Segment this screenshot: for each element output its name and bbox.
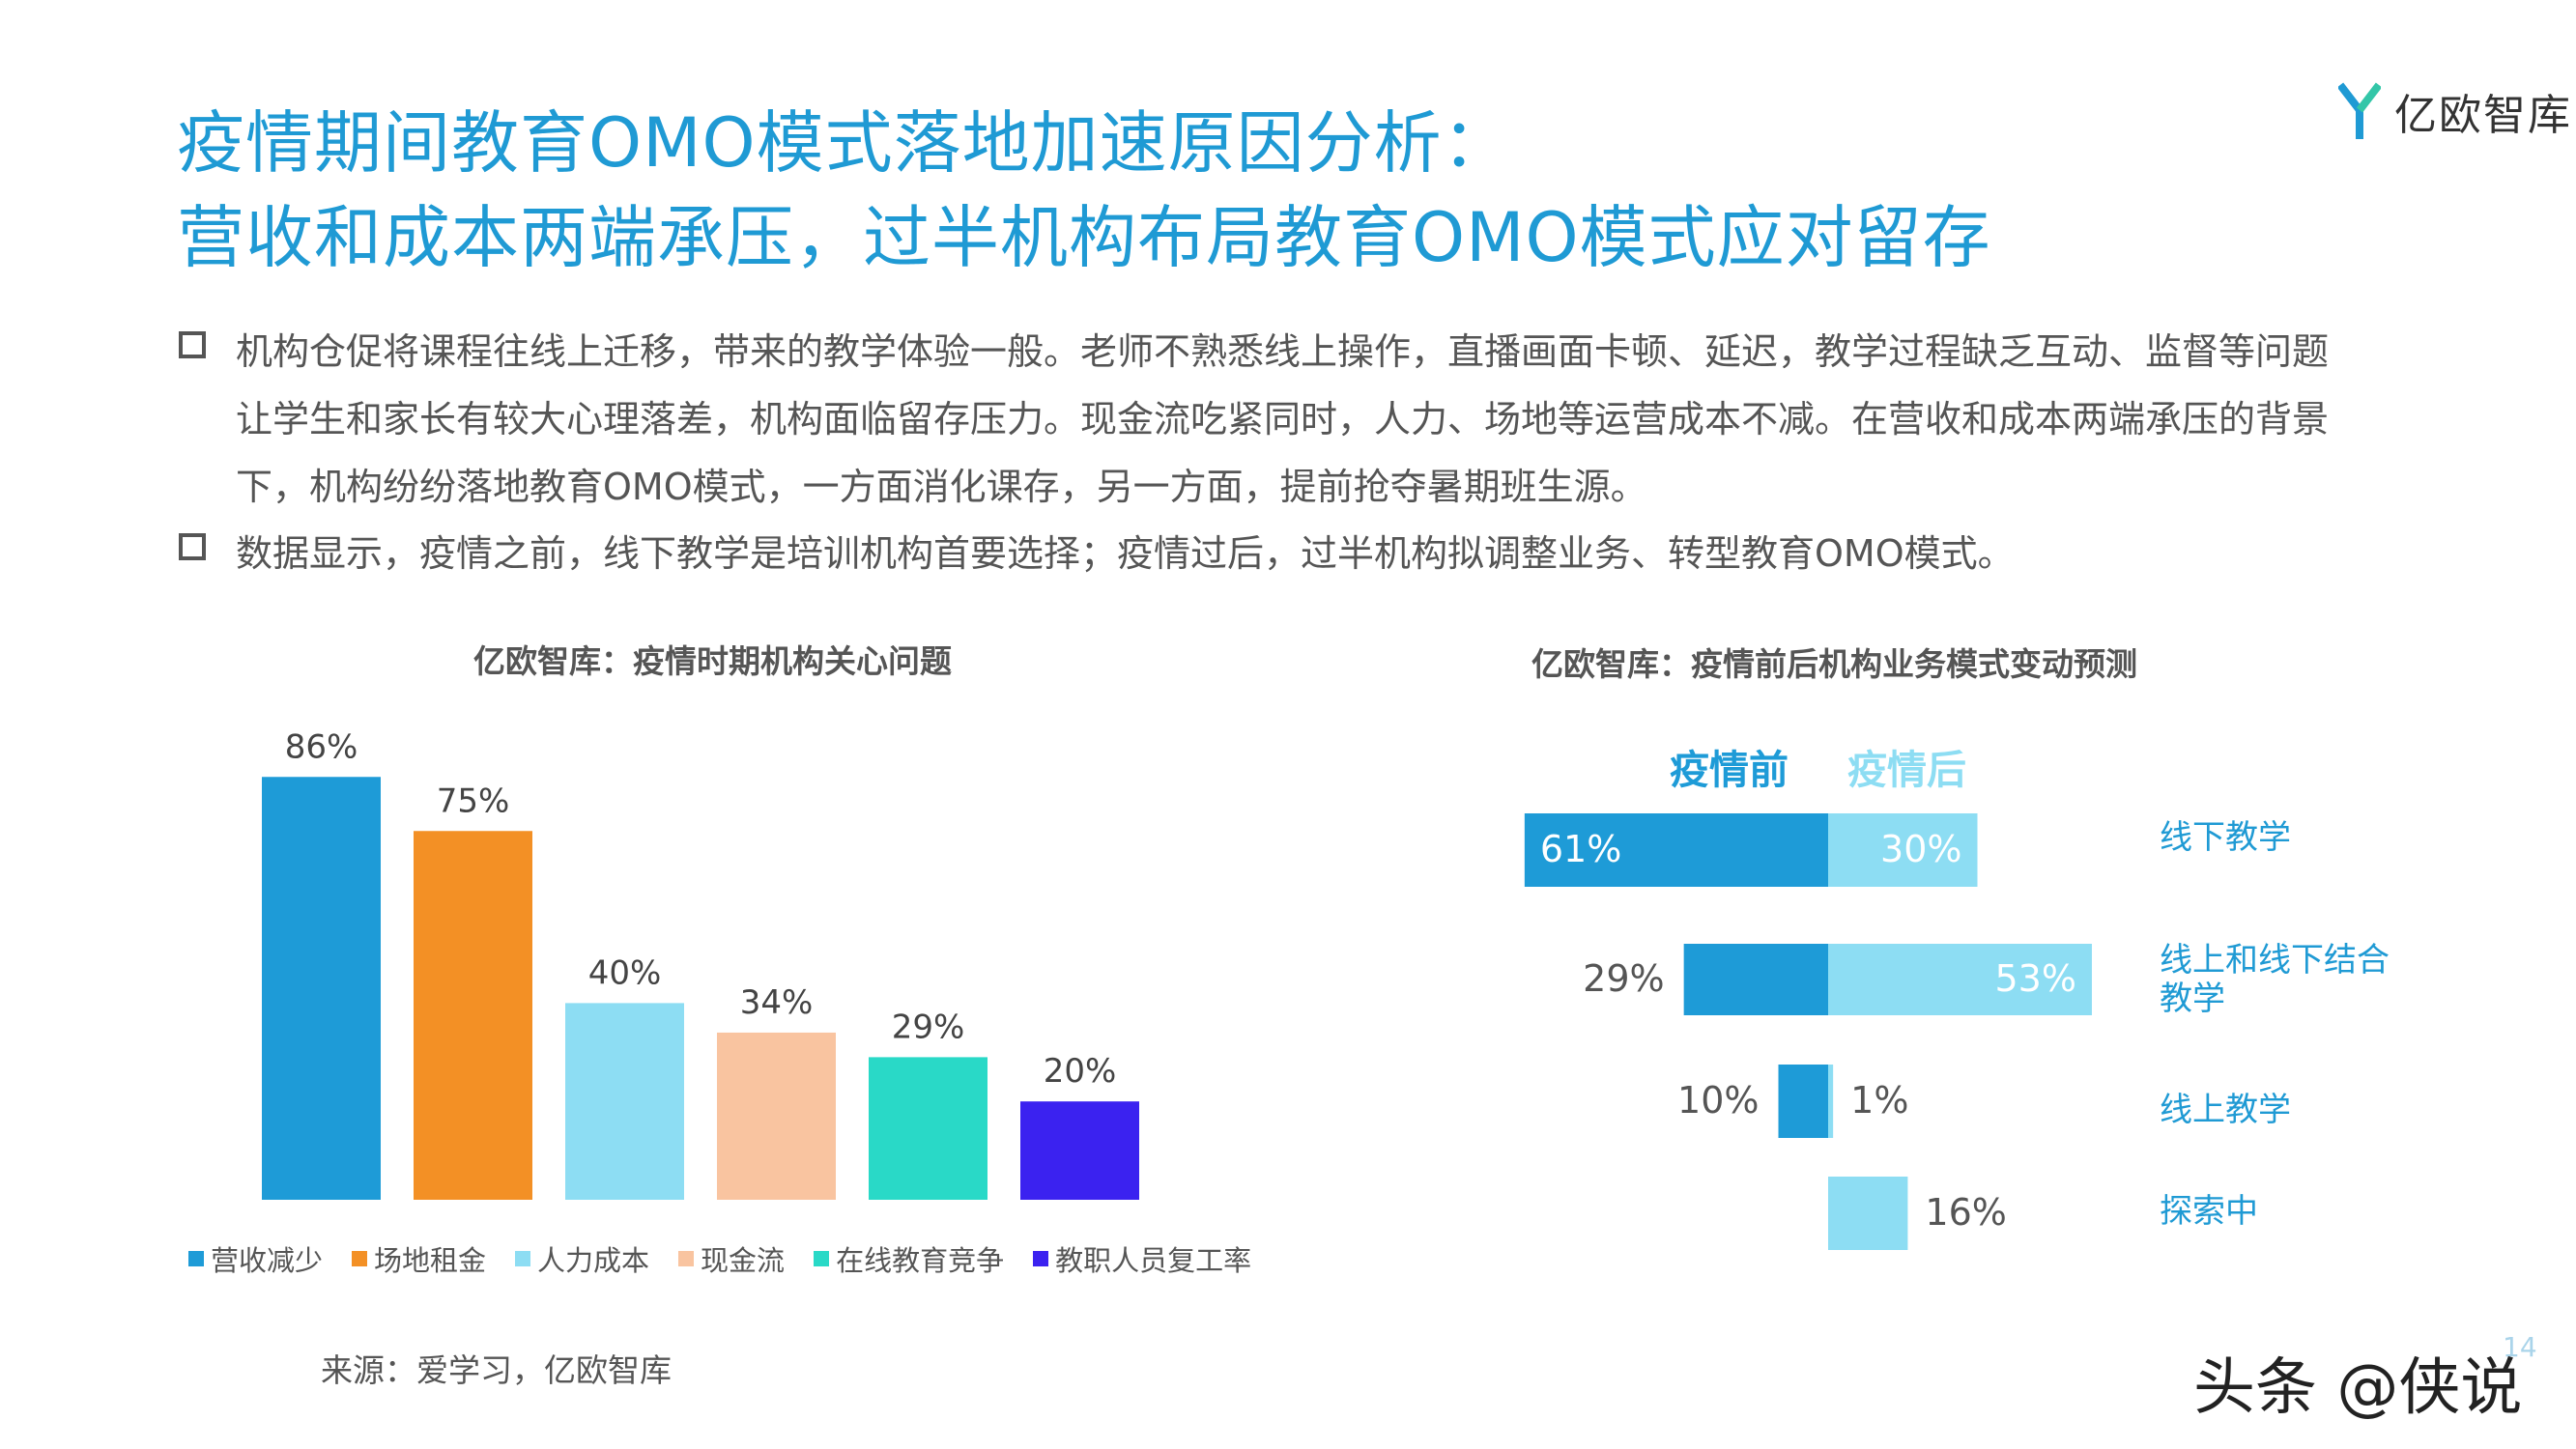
bar <box>414 831 532 1200</box>
legend-swatch <box>678 1251 695 1266</box>
row-label-blended-line-1: 线上和线下结合 <box>2160 941 2390 980</box>
left-bar-chart: 86% 75% 40% 34% 29% 20% <box>262 727 1139 1200</box>
legend-label: 营收减少 <box>211 1244 324 1277</box>
legend-item: 在线教育竞争 <box>814 1238 1004 1279</box>
page-number: 14 <box>2503 1331 2537 1363</box>
row-label-offline: 线下教学 <box>2160 818 2291 857</box>
bar-value-label: 86% <box>285 727 358 766</box>
bar-after <box>1828 813 1978 887</box>
bar-value-label: 40% <box>588 953 662 992</box>
bar-after <box>1828 1177 1908 1250</box>
legend-swatch <box>352 1251 368 1266</box>
series-header-after: 疫情后 <box>1847 747 1966 793</box>
row-label-blended-line-2: 教学 <box>2160 980 2225 1018</box>
bullet-square-icon <box>179 331 206 358</box>
legend-item: 场地租金 <box>352 1238 486 1279</box>
left-chart-legend: 营收减少 场地租金 人力成本 现金流 在线教育竞争 教职人员复工率 <box>188 1238 1280 1279</box>
bar-value-label: 34% <box>740 983 814 1022</box>
bullet-1-line-3: 下，机构纷纷落地教育OMO模式，一方面消化课存，另一方面，提前抢夺暑期班生源。 <box>236 466 1647 508</box>
bar-before-label: 29% <box>1583 957 1664 1000</box>
right-diverging-bar-chart: 61% 30% 29% 53% 10% 1% 16% <box>1524 813 2092 1250</box>
bar-before-label: 61% <box>1540 828 1621 870</box>
bar <box>717 1032 836 1200</box>
bar-before <box>1524 813 1828 887</box>
legend-label: 现金流 <box>701 1244 786 1277</box>
bar-before <box>1683 944 1828 1015</box>
bullet-1-line-1: 机构仓促将课程往线上迁移，带来的教学体验一般。老师不熟悉线上操作，直播画面卡顿、… <box>236 330 2330 373</box>
bar-after <box>1828 1065 1834 1138</box>
row-label-exploring: 探索中 <box>2160 1192 2258 1231</box>
bar <box>869 1057 987 1200</box>
legend-label: 在线教育竞争 <box>836 1244 1005 1277</box>
legend-swatch <box>188 1251 204 1266</box>
left-chart-title: 亿欧智库：疫情时期机构关心问题 <box>473 642 952 680</box>
legend-item: 人力成本 <box>515 1238 649 1279</box>
legend-item: 营收减少 <box>188 1238 323 1279</box>
legend-swatch <box>814 1251 830 1266</box>
bar-value-label: 20% <box>1044 1052 1117 1091</box>
bar <box>565 1003 684 1200</box>
right-chart-title: 亿欧智库：疫情前后机构业务模式变动预测 <box>1531 645 2137 683</box>
bar-after-label: 1% <box>1850 1079 1908 1122</box>
yiou-logo-icon <box>2338 82 2381 139</box>
legend-item: 现金流 <box>678 1238 785 1279</box>
bar-before-label: 10% <box>1677 1079 1759 1122</box>
bar-before <box>1778 1065 1828 1138</box>
bar <box>1020 1101 1139 1200</box>
legend-label: 人力成本 <box>537 1244 650 1277</box>
series-header-before: 疫情前 <box>1670 747 1789 793</box>
legend-label: 教职人员复工率 <box>1055 1244 1252 1277</box>
bar-after-label: 16% <box>1925 1191 2006 1234</box>
legend-swatch <box>515 1251 531 1266</box>
bullet-2-line-1: 数据显示，疫情之前，线下教学是培训机构首要选择；疫情过后，过半机构拟调整业务、转… <box>236 532 2015 575</box>
bar <box>262 777 381 1200</box>
bar-value-label: 75% <box>437 781 510 820</box>
watermark-text: 头条 @侠说 <box>2193 1352 2523 1424</box>
row-label-online: 线上教学 <box>2160 1091 2291 1129</box>
bar-after-label: 30% <box>1880 828 1961 870</box>
bar-after <box>1828 944 2092 1015</box>
legend-item: 教职人员复工率 <box>1033 1238 1251 1279</box>
source-note: 来源：爱学习，亿欧智库 <box>321 1351 672 1389</box>
bar-after-label: 53% <box>1994 957 2075 1000</box>
page-title-line-1: 疫情期间教育OMO模式落地加速原因分析： <box>177 103 1511 183</box>
legend-swatch <box>1033 1251 1049 1266</box>
legend-label: 场地租金 <box>374 1244 487 1277</box>
bar-value-label: 29% <box>892 1008 965 1046</box>
brand-logo: 亿欧智库 <box>2338 81 2572 141</box>
bullet-1-line-2: 让学生和家长有较大心理落差，机构面临留存压力。现金流吃紧同时，人力、场地等运营成… <box>236 398 2330 440</box>
page-title-line-2: 营收和成本两端承压，过半机构布局教育OMO模式应对留存 <box>177 198 1991 277</box>
brand-logo-text: 亿欧智库 <box>2394 91 2572 140</box>
bullet-square-icon <box>179 533 206 560</box>
